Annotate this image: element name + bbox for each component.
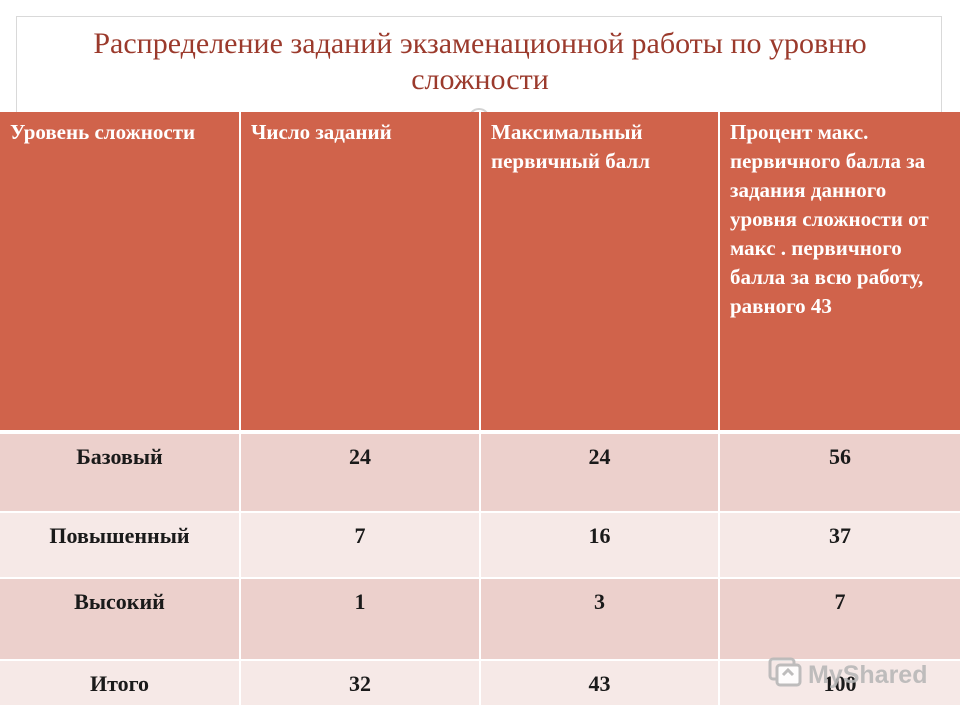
table-row-total: Итого 32 43 100 [0, 660, 960, 707]
header-task-count: Число заданий [240, 112, 481, 434]
table-header-row: Уровень сложности Число заданий Максимал… [0, 112, 960, 434]
cell-level: Повышенный [0, 512, 241, 579]
difficulty-table: Уровень сложности Число заданий Максимал… [0, 112, 960, 707]
cell-max-score: 3 [480, 578, 720, 661]
header-difficulty-level: Уровень сложности [0, 112, 241, 434]
cell-task-count: 32 [240, 660, 481, 707]
watermark-text: MyShared [808, 660, 928, 689]
cell-task-count: 1 [240, 578, 481, 661]
cell-level: Итого [0, 660, 241, 707]
title-frame [16, 16, 942, 114]
cell-task-count: 24 [240, 432, 481, 513]
cell-percent: 100 [719, 660, 960, 707]
cell-percent: 7 [719, 578, 960, 661]
cell-max-score: 43 [480, 660, 720, 707]
cell-percent: 37 [719, 512, 960, 579]
slide-title: Распределение заданий экзаменационной ра… [93, 27, 867, 96]
cell-percent: 56 [719, 432, 960, 513]
myshared-logo-icon [768, 657, 802, 694]
cell-level: Высокий [0, 578, 241, 661]
cell-max-score: 16 [480, 512, 720, 579]
header-percent-of-max: Процент макс. первичного балла за задани… [719, 112, 960, 434]
cell-max-score: 24 [480, 432, 720, 513]
table-row: Высокий 1 3 7 [0, 578, 960, 661]
table-row: Повышенный 7 16 37 [0, 512, 960, 579]
header-max-primary-score: Максимальный первичный балл [480, 112, 720, 434]
cell-task-count: 7 [240, 512, 481, 579]
table-row: Базовый 24 24 56 [0, 432, 960, 513]
myshared-watermark: MyShared [768, 657, 928, 694]
cell-level: Базовый [0, 432, 241, 513]
